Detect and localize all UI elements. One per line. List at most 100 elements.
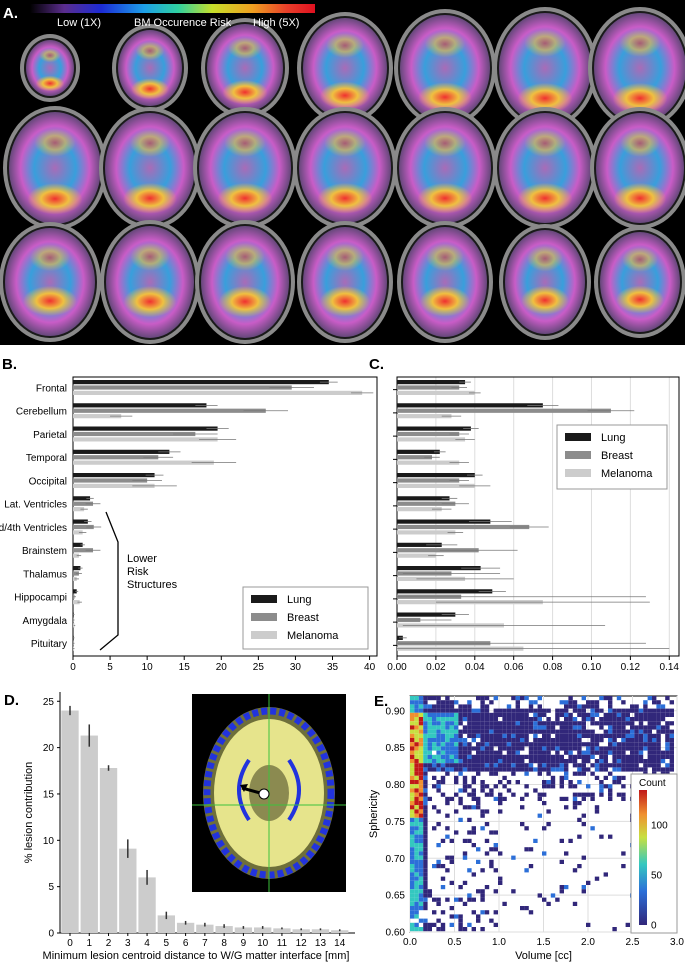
heatmap-cell — [506, 738, 512, 743]
heatmap-cell — [471, 805, 476, 810]
heatmap-cell — [533, 721, 538, 726]
heatmap-cell — [471, 721, 476, 726]
heatmap-cell — [612, 729, 617, 734]
heatmap-cell — [568, 750, 573, 755]
brain-slice — [297, 12, 393, 124]
heatmap-cell — [630, 763, 635, 768]
heatmap-cell — [484, 851, 490, 856]
heatmap-cell — [524, 733, 529, 738]
heatmap-cell — [564, 763, 569, 768]
heatmap-cell — [427, 708, 432, 713]
heatmap-cell — [454, 754, 459, 759]
heatmap-cell — [528, 725, 534, 730]
heatmap-cell — [515, 763, 520, 768]
heatmap-cell — [423, 729, 428, 734]
heatmap-cell — [559, 759, 564, 764]
heatmap-cell — [515, 721, 520, 726]
category-label: Occipital — [29, 476, 67, 487]
heatmap-cell — [612, 721, 617, 726]
heatmap-cell — [603, 729, 608, 734]
heatmap-cell — [638, 712, 644, 717]
heatmap-cell — [599, 763, 604, 768]
heatmap-cell — [665, 746, 670, 751]
heatmap-cell — [586, 746, 591, 751]
heatmap-cell — [520, 733, 525, 738]
heatmap-cell — [414, 742, 419, 747]
heatmap-cell — [559, 729, 564, 734]
heatmap-cell — [423, 704, 428, 709]
heatmap-cell — [436, 742, 441, 747]
bar — [397, 426, 471, 431]
heatmap-cell — [599, 792, 604, 797]
heatmap-cell — [414, 859, 419, 864]
plot-frame — [396, 376, 680, 657]
heatmap-cell — [418, 801, 424, 806]
heatmap-cell — [493, 889, 498, 894]
heatmap-cell — [621, 775, 626, 780]
heatmap-cell — [489, 859, 494, 864]
heatmap-cell — [572, 721, 578, 726]
heatmap-cell — [432, 725, 437, 730]
heatmap-cell — [533, 729, 538, 734]
x-tick-label: 0.14 — [660, 662, 680, 670]
heatmap-cell — [436, 759, 441, 764]
heatmap-cell — [652, 712, 657, 717]
heatmap-cell — [445, 801, 450, 806]
heatmap-cell — [462, 754, 468, 759]
heatmap-cell — [410, 801, 415, 806]
heatmap-cell — [480, 889, 485, 894]
heatmap-cell — [564, 885, 569, 890]
heatmap-cell — [484, 733, 490, 738]
heatmap-cell — [414, 914, 419, 919]
heatmap-cell — [432, 754, 437, 759]
heatmap-cell — [449, 742, 454, 747]
heatmap-cell — [630, 704, 635, 709]
heatmap-cell — [616, 708, 622, 713]
heatmap-cell — [612, 742, 617, 747]
heatmap-cell — [559, 885, 564, 890]
heatmap-cell — [616, 746, 622, 751]
heatmap-cell — [449, 859, 454, 864]
heatmap-cell — [559, 838, 564, 843]
bar — [397, 431, 460, 437]
heatmap-cell — [427, 754, 432, 759]
heatmap-cell — [445, 704, 450, 709]
heatmap-cell — [489, 746, 494, 751]
heatmap-cell — [559, 738, 564, 743]
heatmap-cell — [524, 725, 529, 730]
heatmap-cell — [432, 717, 437, 722]
heatmap-cell — [414, 721, 419, 726]
bar — [397, 519, 491, 524]
brain-slice — [20, 34, 80, 102]
heatmap-cell — [603, 784, 608, 789]
heatmap-cell — [537, 792, 542, 797]
heatmap-cell — [511, 759, 516, 764]
heatmap-cell — [612, 746, 617, 751]
heatmap-cell — [436, 901, 441, 906]
heatmap-cell — [467, 784, 472, 789]
heatmap-cell — [621, 721, 626, 726]
heatmap-cell — [638, 717, 644, 722]
bar — [73, 530, 83, 535]
heatmap-cell — [669, 708, 674, 713]
heatmap-cell — [550, 725, 556, 730]
heatmap-cell — [546, 729, 551, 734]
heatmap-cell — [524, 696, 529, 701]
heatmap-cell — [493, 847, 498, 852]
heatmap-cell — [643, 759, 648, 764]
heatmap-cell — [454, 775, 459, 780]
heatmap-cell — [577, 780, 582, 785]
heatmap-cell — [621, 851, 626, 856]
heatmap-cell — [432, 784, 437, 789]
heatmap-cell — [586, 700, 591, 705]
heatmap-cell — [410, 834, 415, 839]
heatmap-cell — [612, 738, 617, 743]
heatmap-cell — [471, 775, 476, 780]
heatmap-cell — [418, 843, 424, 848]
heatmap-cell — [515, 712, 520, 717]
heatmap-cell — [537, 813, 542, 818]
heatmap-cell — [559, 712, 564, 717]
heatmap-cell — [440, 759, 446, 764]
heatmap-cell — [634, 712, 639, 717]
heatmap-cell — [410, 847, 415, 852]
